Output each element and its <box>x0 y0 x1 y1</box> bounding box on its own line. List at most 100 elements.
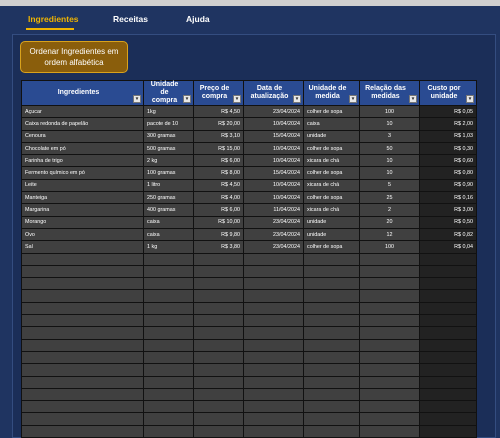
table-cell[interactable] <box>21 375 144 389</box>
table-cell[interactable] <box>419 375 477 389</box>
nav-tab-receitas[interactable]: Receitas <box>113 14 148 24</box>
table-cell[interactable]: colher de sopa <box>303 191 360 205</box>
table-cell[interactable] <box>143 338 194 352</box>
table-cell[interactable]: 1kg <box>143 104 194 119</box>
table-cell[interactable] <box>143 412 194 426</box>
table-cell[interactable] <box>419 289 477 303</box>
table-cell[interactable] <box>193 375 244 389</box>
table-cell[interactable]: 100 <box>359 240 420 254</box>
table-cell[interactable]: R$ 0,04 <box>419 240 477 254</box>
table-cell[interactable] <box>21 424 144 438</box>
table-cell[interactable]: 400 gramas <box>143 203 194 217</box>
filter-dropdown-icon[interactable]: ▾ <box>409 95 417 103</box>
table-cell[interactable] <box>359 412 420 426</box>
table-cell[interactable]: pacote de 10 <box>143 117 194 131</box>
table-cell[interactable]: xicara de chá <box>303 203 360 217</box>
table-cell[interactable]: R$ 2,00 <box>419 117 477 131</box>
table-cell[interactable] <box>303 314 360 328</box>
table-cell[interactable]: 15/04/2024 <box>243 129 304 143</box>
table-cell[interactable] <box>193 400 244 414</box>
table-cell[interactable]: 15/04/2024 <box>243 166 304 180</box>
filter-dropdown-icon[interactable]: ▾ <box>349 95 357 103</box>
table-cell[interactable] <box>419 424 477 438</box>
table-cell[interactable] <box>359 314 420 328</box>
table-cell[interactable] <box>419 338 477 352</box>
table-cell[interactable] <box>303 412 360 426</box>
table-cell[interactable]: 500 gramas <box>143 141 194 156</box>
table-cell[interactable]: Leite <box>21 178 144 193</box>
table-cell[interactable] <box>143 289 194 303</box>
table-cell[interactable]: Farinha de trigo <box>21 154 144 168</box>
table-cell[interactable] <box>243 350 304 365</box>
table-cell[interactable] <box>419 326 477 340</box>
table-cell[interactable] <box>193 289 244 303</box>
table-cell[interactable] <box>193 363 244 377</box>
table-cell[interactable] <box>359 363 420 377</box>
table-cell[interactable] <box>243 424 304 438</box>
table-cell[interactable] <box>193 424 244 438</box>
table-cell[interactable] <box>143 264 194 279</box>
table-cell[interactable]: R$ 3,10 <box>193 129 244 143</box>
table-cell[interactable] <box>303 252 360 266</box>
table-cell[interactable] <box>243 301 304 316</box>
table-cell[interactable] <box>21 264 144 279</box>
table-cell[interactable] <box>303 350 360 365</box>
table-cell[interactable]: colher de sopa <box>303 240 360 254</box>
table-cell[interactable]: R$ 0,60 <box>419 154 477 168</box>
table-cell[interactable] <box>143 424 194 438</box>
table-cell[interactable] <box>359 326 420 340</box>
table-cell[interactable]: 10/04/2024 <box>243 178 304 193</box>
table-cell[interactable]: R$ 0,90 <box>419 178 477 193</box>
table-cell[interactable]: 20 <box>359 215 420 229</box>
table-cell[interactable]: Açucar <box>21 104 144 119</box>
table-cell[interactable] <box>21 289 144 303</box>
table-cell[interactable]: colher de sopa <box>303 104 360 119</box>
table-cell[interactable] <box>303 326 360 340</box>
table-cell[interactable]: 3 <box>359 129 420 143</box>
table-cell[interactable]: 10/04/2024 <box>243 117 304 131</box>
table-cell[interactable]: Cenoura <box>21 129 144 143</box>
table-cell[interactable] <box>419 277 477 291</box>
table-cell[interactable] <box>419 387 477 402</box>
table-cell[interactable]: 10/04/2024 <box>243 141 304 156</box>
table-cell[interactable] <box>193 387 244 402</box>
table-cell[interactable] <box>243 314 304 328</box>
table-cell[interactable] <box>359 387 420 402</box>
table-cell[interactable]: 23/04/2024 <box>243 215 304 229</box>
table-cell[interactable] <box>303 400 360 414</box>
table-cell[interactable]: Caixa redonda de papelão <box>21 117 144 131</box>
table-cell[interactable] <box>21 314 144 328</box>
table-cell[interactable] <box>193 326 244 340</box>
table-cell[interactable] <box>243 264 304 279</box>
nav-tab-ingredientes[interactable]: Ingredientes <box>28 14 79 24</box>
table-cell[interactable] <box>303 264 360 279</box>
table-cell[interactable] <box>193 277 244 291</box>
table-cell[interactable]: Chocolate em pó <box>21 141 144 156</box>
table-cell[interactable]: xicara de chá <box>303 178 360 193</box>
table-cell[interactable] <box>143 301 194 316</box>
table-cell[interactable] <box>419 412 477 426</box>
table-cell[interactable]: R$ 3,00 <box>419 203 477 217</box>
table-cell[interactable]: 50 <box>359 141 420 156</box>
table-cell[interactable]: 25 <box>359 191 420 205</box>
table-cell[interactable]: R$ 4,50 <box>193 178 244 193</box>
table-cell[interactable] <box>359 277 420 291</box>
table-cell[interactable]: 10/04/2024 <box>243 154 304 168</box>
table-cell[interactable] <box>419 314 477 328</box>
table-cell[interactable] <box>143 252 194 266</box>
table-cell[interactable]: xicara de chá <box>303 154 360 168</box>
nav-tab-ajuda[interactable]: Ajuda <box>186 14 210 24</box>
table-cell[interactable] <box>303 375 360 389</box>
table-cell[interactable]: 1 kg <box>143 240 194 254</box>
table-cell[interactable]: R$ 6,00 <box>193 154 244 168</box>
table-cell[interactable] <box>21 277 144 291</box>
table-cell[interactable]: R$ 10,00 <box>193 215 244 229</box>
table-cell[interactable] <box>243 375 304 389</box>
table-cell[interactable] <box>359 400 420 414</box>
table-cell[interactable] <box>193 412 244 426</box>
table-cell[interactable] <box>303 424 360 438</box>
table-cell[interactable]: R$ 0,50 <box>419 215 477 229</box>
table-cell[interactable] <box>143 326 194 340</box>
table-cell[interactable] <box>143 277 194 291</box>
table-cell[interactable]: 10 <box>359 166 420 180</box>
